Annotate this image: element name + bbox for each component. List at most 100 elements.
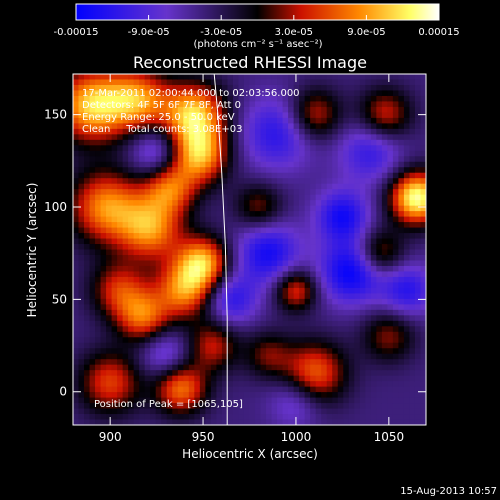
heatmap-cell xyxy=(293,403,300,410)
heatmap-cell xyxy=(73,101,80,108)
heatmap-cell xyxy=(232,74,240,81)
heatmap-cell xyxy=(277,326,284,333)
heatmap-cell xyxy=(310,419,317,425)
heatmap-cell xyxy=(398,233,405,240)
heatmap-cell xyxy=(194,189,201,196)
heatmap-cell xyxy=(243,227,251,234)
heatmap-cell xyxy=(354,139,361,146)
heatmap-cell xyxy=(227,134,234,141)
heatmap-cell xyxy=(321,112,328,119)
heatmap-cell xyxy=(183,342,190,349)
heatmap-cell xyxy=(266,79,273,86)
heatmap-cell xyxy=(304,211,311,218)
heatmap-cell xyxy=(95,244,102,251)
heatmap-cell xyxy=(100,178,107,185)
heatmap-cell xyxy=(100,222,107,229)
heatmap-cell xyxy=(409,244,416,251)
heatmap-cell xyxy=(414,304,422,311)
heatmap-cell xyxy=(326,200,333,207)
chart-title: Reconstructed RHESSI Image xyxy=(133,53,367,72)
heatmap-cell xyxy=(78,178,85,185)
heatmap-cell xyxy=(227,403,234,410)
heatmap-cell xyxy=(84,205,91,212)
heatmap-cell xyxy=(100,364,107,371)
heatmap-cell xyxy=(409,112,416,119)
heatmap-cell xyxy=(139,90,146,97)
heatmap-cell xyxy=(299,222,306,229)
heatmap-cell xyxy=(243,293,251,300)
heatmap-cell xyxy=(89,233,96,240)
heatmap-cell xyxy=(183,419,190,425)
heatmap-cell xyxy=(310,293,317,300)
heatmap-cell xyxy=(84,419,91,425)
heatmap-cell xyxy=(188,172,195,179)
heatmap-cell xyxy=(337,254,344,262)
heatmap-cell xyxy=(73,227,80,234)
heatmap-cell xyxy=(100,293,107,300)
heatmap-cell xyxy=(414,101,422,108)
heatmap-cell xyxy=(172,298,179,305)
heatmap-cell xyxy=(392,276,400,283)
heatmap-cell xyxy=(359,233,366,240)
heatmap-cell xyxy=(232,117,240,124)
heatmap-cell xyxy=(150,260,157,267)
heatmap-cell xyxy=(100,238,107,245)
heatmap-cell xyxy=(337,315,344,322)
heatmap-cell xyxy=(227,282,234,289)
heatmap-cell xyxy=(216,167,223,174)
heatmap-cell xyxy=(277,150,284,157)
heatmap-cell xyxy=(387,309,394,316)
heatmap-cell xyxy=(398,403,405,410)
heatmap-cell xyxy=(106,79,113,86)
heatmap-cell xyxy=(337,309,344,316)
heatmap-cell xyxy=(243,364,251,371)
heatmap-cell xyxy=(326,172,333,179)
heatmap-cell xyxy=(221,123,229,130)
heatmap-cell xyxy=(398,364,405,371)
heatmap-cell xyxy=(188,414,195,421)
heatmap-cell xyxy=(221,271,229,278)
heatmap-cell xyxy=(249,359,256,366)
heatmap-cell xyxy=(392,298,400,305)
y-tick-label: 0 xyxy=(59,385,67,399)
heatmap-cell xyxy=(321,183,328,190)
heatmap-cell xyxy=(255,287,262,294)
heatmap-cell xyxy=(337,101,344,108)
heatmap-cell xyxy=(348,145,355,152)
heatmap-cell xyxy=(216,178,223,185)
heatmap-cell xyxy=(177,183,184,190)
heatmap-cell xyxy=(343,381,350,388)
heatmap-cell xyxy=(414,403,422,410)
heatmap-cell xyxy=(199,287,206,294)
heatmap-cell xyxy=(155,364,162,371)
heatmap-cell xyxy=(205,128,212,135)
heatmap-cell xyxy=(133,414,140,421)
heatmap-cell xyxy=(304,101,311,108)
heatmap-cell xyxy=(288,375,295,382)
heatmap-cell xyxy=(321,216,328,223)
heatmap-cell xyxy=(376,172,383,179)
heatmap-cell xyxy=(387,101,394,108)
heatmap-cell xyxy=(210,101,218,108)
heatmap-cell xyxy=(398,293,405,300)
heatmap-cell xyxy=(387,359,394,366)
heatmap-cell xyxy=(89,326,96,333)
heatmap-cell xyxy=(133,178,140,185)
heatmap-cell xyxy=(95,392,102,399)
heatmap-cell xyxy=(78,408,85,415)
heatmap-cell xyxy=(403,117,411,124)
heatmap-cell xyxy=(89,145,96,152)
heatmap-cell xyxy=(128,194,135,201)
heatmap-cell xyxy=(216,337,223,344)
heatmap-cell xyxy=(260,145,267,152)
heatmap-cell xyxy=(299,370,306,377)
heatmap-cell xyxy=(84,381,91,388)
heatmap-cell xyxy=(117,189,124,196)
heatmap-cell xyxy=(403,222,411,229)
heatmap-cell xyxy=(155,227,162,234)
heatmap-cell xyxy=(95,211,102,218)
heatmap-cell xyxy=(326,342,333,349)
colorbar-tick-label: 0.00015 xyxy=(418,27,459,38)
heatmap-cell xyxy=(332,408,339,415)
heatmap-cell xyxy=(188,309,195,316)
